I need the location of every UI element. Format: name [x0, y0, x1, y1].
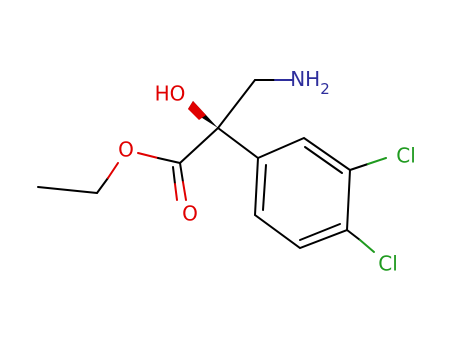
ring — [253, 136, 352, 250]
bond — [182, 181, 187, 201]
bond — [346, 229, 361, 241]
bond — [262, 164, 267, 211]
bond — [359, 239, 375, 253]
bond — [157, 157, 181, 164]
atom-label: Cl — [378, 252, 398, 276]
bond — [349, 163, 369, 171]
bond — [107, 162, 119, 179]
bond — [137, 152, 159, 159]
bond — [37, 186, 98, 194]
atom-symbol: NH — [290, 67, 320, 91]
atom-label: O — [118, 138, 134, 162]
bond — [96, 177, 109, 194]
bond — [172, 166, 176, 185]
atom-subscript: 2 — [320, 80, 330, 98]
bond — [304, 146, 343, 174]
bond — [174, 183, 178, 201]
atom-label: HO — [155, 82, 186, 106]
wedge-bond — [188, 101, 206, 120]
atom-label: NH2 — [290, 67, 330, 98]
bond — [179, 127, 219, 164]
atom-label: Cl — [396, 144, 416, 168]
bond — [179, 162, 184, 183]
bond — [367, 157, 387, 165]
atom-label: O — [182, 202, 198, 226]
bonds — [37, 79, 387, 253]
bond — [299, 223, 341, 241]
bond — [217, 79, 256, 129]
bond — [217, 127, 259, 159]
